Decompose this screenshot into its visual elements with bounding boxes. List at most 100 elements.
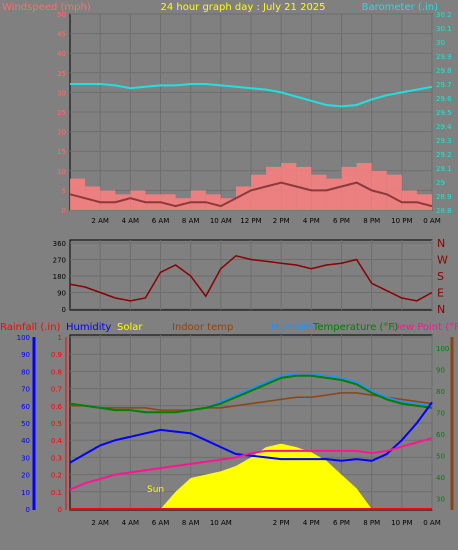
humidity-tick-label: 10 <box>21 489 30 497</box>
compass-label: S <box>437 270 444 283</box>
gust-bar <box>311 174 327 210</box>
gust-bar <box>251 174 267 210</box>
x-tick-label: 8 AM <box>182 519 200 527</box>
dewpoint-line <box>69 437 433 491</box>
barometer-tick-label: 29.2 <box>436 151 452 159</box>
humidity-tick-label: 70 <box>21 386 30 394</box>
barometer-tick-label: 30.1 <box>436 25 452 33</box>
windspeed-axis-label: Windspeed (mph) <box>2 2 91 13</box>
bottom-x-ticks: 2 AM 4 AM 6 AM 8 AM 10 AM 2 PM 4 PM 6 PM 8 PM 10 … <box>91 519 440 527</box>
barometer-tick-label: 29.4 <box>436 123 452 131</box>
rain-tick-label: 0.5 <box>51 420 62 428</box>
x-tick-label: 4 PM <box>303 519 320 527</box>
barometer-tick-label: 29.5 <box>436 109 452 117</box>
rain-tick-label: 0.2 <box>51 472 62 480</box>
x-tick-label: 2 AM <box>91 217 109 225</box>
compass-label: E <box>437 287 444 300</box>
gust-bar <box>386 174 402 210</box>
rain-tick-label: 0.6 <box>51 403 63 411</box>
legend-dewpoint: Dew Point (°F) <box>392 322 458 333</box>
barometer-tick-label: 29.8 <box>436 67 452 75</box>
x-tick-label: 10 AM <box>210 217 232 225</box>
windspeed-tick-label: 0 <box>62 207 66 215</box>
x-tick-label: 4 AM <box>122 519 140 527</box>
windspeed-tick-label: 35 <box>57 70 66 78</box>
windspeed-series <box>69 162 433 210</box>
direction-tick-label: 90 <box>57 290 66 298</box>
x-tick-label: 4 AM <box>122 217 140 225</box>
humidity-tick-label: 40 <box>21 437 30 445</box>
top-x-ticks: 2 AM 4 AM 6 AM 8 AM 10 AM 12 PM 2 PM 4 PM 6 PM 8 … <box>91 217 440 225</box>
gust-bar <box>371 170 387 210</box>
humidity-tick-label: 50 <box>21 420 30 428</box>
windspeed-tick-label: 15 <box>57 148 66 156</box>
gust-bar <box>341 166 357 210</box>
average-wind-line <box>69 181 433 208</box>
temp-tick-label: 30 <box>436 495 445 503</box>
gust-bar <box>266 166 282 210</box>
windspeed-tick-label: 45 <box>57 31 66 39</box>
chart-title: 24 hour graph day : July 21 2025 <box>160 2 325 13</box>
rain-tick-label: 0.9 <box>51 351 62 359</box>
x-tick-label: 8 PM <box>363 217 380 225</box>
x-tick-label: 2 PM <box>273 217 290 225</box>
temp-tick-label: 60 <box>436 431 445 439</box>
solar-area <box>70 443 432 509</box>
legend-humidity: Humidity <box>66 322 111 333</box>
gust-bar <box>401 190 417 210</box>
humidity-tick-label: 30 <box>21 454 30 462</box>
rain-tick-label: 0.3 <box>51 454 62 462</box>
indoor-temp-line <box>70 392 433 411</box>
temp-tick-label: 70 <box>436 409 445 417</box>
bottom-panel: Rainfall (.in) Humidity Solar Indoor tem… <box>0 322 458 527</box>
sun-label: Sun <box>147 485 164 495</box>
x-tick-label: 0 AM <box>423 519 441 527</box>
rain-tick-label: 0.8 <box>51 368 62 376</box>
barometer-tick-label: 28.9 <box>436 193 452 201</box>
top-panel: 24 hour graph day : July 21 2025 Windspe… <box>2 2 452 225</box>
direction-tick-label: 0 <box>62 306 66 314</box>
compass-label: W <box>437 254 448 267</box>
legend-rainfall: Rainfall (.in) <box>0 322 61 333</box>
rain-tick-label: 0.7 <box>51 386 62 394</box>
gust-bar <box>281 162 297 210</box>
x-tick-label: 0 AM <box>423 217 441 225</box>
barometer-tick-label: 28.8 <box>436 207 452 215</box>
barometer-ticks: 30.2 30.1 30 29.9 29.8 29.7 29.6 29.5 29.4 29.3 29… <box>436 11 452 215</box>
barometer-tick-label: 29.7 <box>436 81 452 89</box>
legend-humidex: Humidex <box>271 322 316 333</box>
humidity-tick-label: 80 <box>21 368 30 376</box>
temp-tick-label: 80 <box>436 388 445 396</box>
barometer-tick-label: 29.9 <box>436 53 452 61</box>
humidity-tick-label: 90 <box>21 351 30 359</box>
rain-tick-label: 0.1 <box>51 489 62 497</box>
barometer-line <box>70 83 433 108</box>
wind-direction-line <box>69 254 433 302</box>
x-tick-label: 2 PM <box>273 519 290 527</box>
x-tick-label: 10 PM <box>391 519 412 527</box>
rain-tick-label: 1 <box>58 334 62 342</box>
humidity-tick-label: 100 <box>17 334 30 342</box>
windspeed-tick-label: 40 <box>57 50 66 58</box>
barometer-tick-label: 29.1 <box>436 165 452 173</box>
humidity-tick-label: 0 <box>26 506 30 514</box>
windspeed-tick-label: 30 <box>57 89 66 97</box>
x-tick-label: 2 AM <box>91 519 109 527</box>
direction-tick-label: 360 <box>53 240 66 248</box>
rain-ticks: 1 0.9 0.8 0.7 0.6 0.5 0.4 0.3 0.2 0.1 0 <box>51 334 63 514</box>
humidity-line <box>69 401 433 464</box>
legend-solar: Solar <box>117 322 143 333</box>
x-tick-label: 12 PM <box>240 217 261 225</box>
direction-tick-label: 270 <box>53 257 66 265</box>
temp-tick-label: 90 <box>436 366 445 374</box>
x-tick-label: 4 PM <box>303 217 320 225</box>
temp-tick-label: 50 <box>436 452 445 460</box>
temp-tick-label: 100 <box>436 345 449 353</box>
gust-bar <box>326 178 342 210</box>
windspeed-tick-label: 5 <box>62 187 66 195</box>
gust-bar <box>85 186 101 210</box>
